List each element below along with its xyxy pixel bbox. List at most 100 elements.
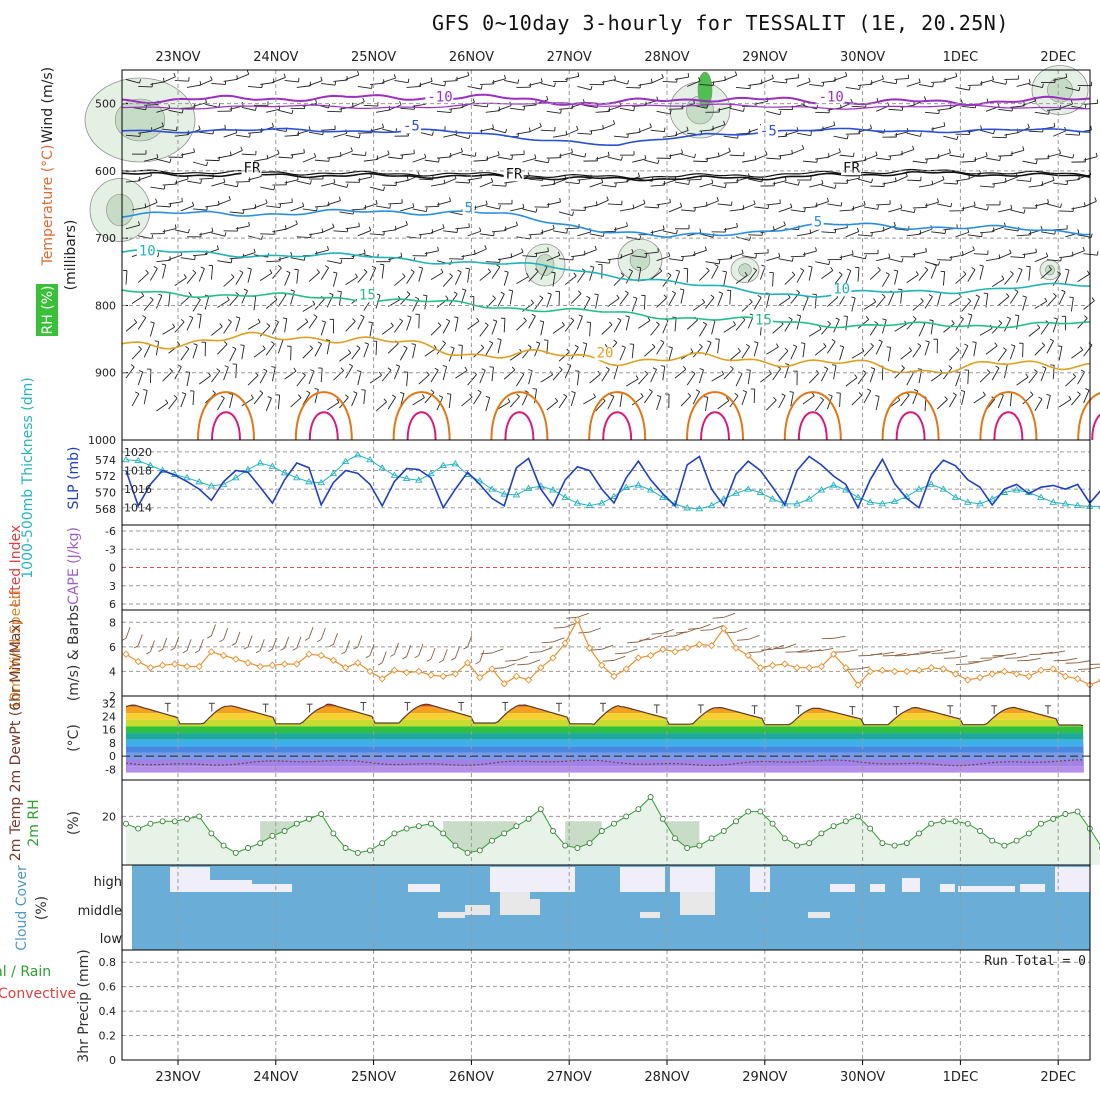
wind-barb bbox=[693, 249, 707, 256]
wind-barb bbox=[583, 249, 597, 256]
wind-barb bbox=[1018, 267, 1023, 271]
wind-barb bbox=[400, 206, 414, 212]
wind-barb bbox=[728, 147, 731, 152]
wind-barb bbox=[1022, 146, 1025, 151]
wind-barb bbox=[273, 185, 276, 191]
wind-barb bbox=[522, 203, 525, 208]
wind-barb bbox=[296, 321, 309, 331]
wind-barb bbox=[1048, 266, 1052, 270]
wind-barb bbox=[192, 391, 195, 406]
wind-barb bbox=[997, 349, 1007, 362]
wind-barb bbox=[961, 251, 964, 256]
wind-speed-point bbox=[1037, 666, 1045, 674]
date-label-top: 27NOV bbox=[547, 50, 592, 65]
wind-barb bbox=[686, 373, 696, 386]
rh-point bbox=[1050, 815, 1057, 822]
wind-speed-point bbox=[512, 672, 521, 680]
wind-barb bbox=[249, 133, 251, 138]
wind-barb bbox=[364, 342, 369, 345]
wind-barb bbox=[663, 294, 667, 299]
y-tick-label: 6 bbox=[109, 641, 116, 654]
wind-barb bbox=[845, 316, 848, 331]
wind-barb bbox=[1010, 204, 1013, 209]
wind-barb bbox=[838, 271, 843, 275]
wind-speed-point bbox=[683, 644, 691, 652]
rh-point bbox=[489, 837, 495, 844]
wind-barb bbox=[888, 108, 903, 111]
wind-barb bbox=[779, 110, 782, 115]
wind-barb bbox=[290, 251, 293, 256]
wind-barb bbox=[534, 297, 544, 310]
wind-barb bbox=[937, 203, 951, 208]
wind-barb bbox=[186, 317, 194, 331]
wind-barb bbox=[1016, 179, 1031, 182]
wind-barb bbox=[540, 78, 543, 83]
wind-barb bbox=[699, 623, 711, 629]
wind-barb bbox=[1028, 130, 1043, 133]
contour-label: 5 bbox=[465, 201, 473, 217]
wind-barb bbox=[406, 316, 412, 331]
wind-barb bbox=[314, 205, 329, 208]
wind-barb bbox=[1038, 396, 1043, 400]
wind-barb bbox=[671, 290, 676, 294]
wind-barb bbox=[930, 265, 937, 279]
wind-barb bbox=[857, 83, 872, 86]
thickness-point bbox=[1037, 493, 1045, 500]
wind-barb bbox=[442, 340, 446, 344]
wind-barb bbox=[551, 271, 556, 274]
y-tick-label: -6 bbox=[105, 525, 116, 538]
wind-barb bbox=[302, 208, 317, 212]
wind-barb bbox=[240, 146, 243, 151]
wind-speed-point bbox=[622, 665, 630, 673]
wind-barb bbox=[183, 274, 187, 279]
isotherm bbox=[211, 411, 241, 441]
wind-barb bbox=[1006, 293, 1010, 297]
thickness-point bbox=[207, 482, 216, 489]
wind-barb bbox=[155, 341, 160, 356]
rh-point bbox=[159, 818, 166, 825]
wind-speed-point bbox=[573, 616, 582, 624]
wind-barb bbox=[455, 181, 470, 184]
wind-barb bbox=[613, 80, 628, 85]
wind-barb bbox=[705, 261, 720, 265]
y-tick-label: 572 bbox=[95, 470, 116, 483]
wind-barb bbox=[955, 231, 969, 238]
wind-barb bbox=[743, 107, 745, 112]
wind-barb bbox=[448, 394, 452, 409]
wind-barb bbox=[705, 156, 720, 160]
wind-barb bbox=[320, 368, 323, 383]
contour-label: -5 bbox=[403, 119, 420, 135]
cloud-cell bbox=[808, 912, 830, 918]
thickness-point bbox=[524, 484, 533, 491]
wind-barb bbox=[339, 150, 353, 157]
wind-barb bbox=[509, 396, 520, 408]
wind-barb bbox=[314, 343, 322, 357]
wind-barb bbox=[1064, 269, 1070, 284]
wind-barb bbox=[638, 126, 652, 133]
wind-barb bbox=[564, 365, 572, 379]
wind-barb bbox=[162, 128, 177, 132]
wind-barb bbox=[924, 157, 939, 160]
wind-barb bbox=[955, 347, 960, 351]
wind-barb bbox=[1042, 366, 1047, 369]
wind-barb bbox=[277, 149, 280, 154]
wind-barb bbox=[784, 643, 797, 649]
date-label-top: 29NOV bbox=[742, 50, 787, 65]
wind-barb bbox=[131, 295, 144, 304]
wind-barb bbox=[981, 232, 983, 237]
wind-barb bbox=[992, 226, 1006, 232]
y-tick-label: 800 bbox=[95, 299, 116, 312]
wind-barb bbox=[992, 81, 1006, 85]
wind-barb bbox=[938, 261, 940, 266]
y-tick-label: 1016 bbox=[124, 483, 152, 496]
wind-barb bbox=[997, 296, 1010, 306]
wind-barb bbox=[510, 207, 524, 212]
contour-label: 5 bbox=[814, 215, 822, 231]
wind-speed-point bbox=[463, 659, 472, 667]
wind-barb bbox=[477, 389, 482, 393]
wind-barb bbox=[491, 128, 506, 134]
wind-barb bbox=[517, 79, 520, 84]
wind-barb bbox=[399, 101, 402, 106]
wind-barb bbox=[442, 320, 451, 334]
wind-speed-point bbox=[366, 667, 374, 676]
